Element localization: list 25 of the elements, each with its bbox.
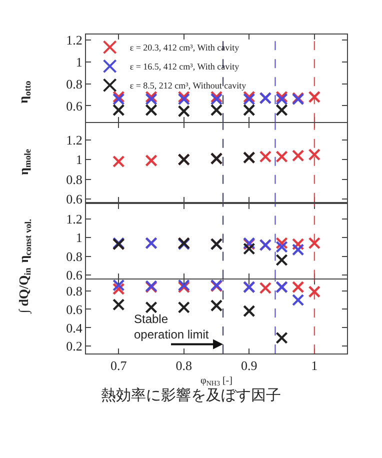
legend-label: ε = 8.5, 212 cm³, Without cavity xyxy=(130,80,247,91)
x-tick-label: 0.9 xyxy=(241,358,258,374)
legend-label: ε = 16.5, 412 cm³, With cavity xyxy=(130,62,240,72)
y-tick-label: 1.2 xyxy=(66,32,82,48)
y-tick-label: 0.8 xyxy=(66,248,82,264)
y-tick-label: 1 xyxy=(76,152,82,168)
y-tick-label: 0.2 xyxy=(66,338,82,354)
y-tick-label: 0.6 xyxy=(66,302,83,317)
y-tick-label: 0.6 xyxy=(66,191,83,206)
y-tick-label: 0.8 xyxy=(66,172,82,187)
y-tick-label: 1.2 xyxy=(66,211,82,226)
y-tick-label: 1 xyxy=(76,54,82,70)
x-tick-label: 1 xyxy=(311,358,318,374)
annotation: Stable operation limit xyxy=(134,312,210,342)
x-tick-label: 0.8 xyxy=(176,358,192,374)
y-tick-label: 0.6 xyxy=(66,98,83,114)
text: 熱効率に影響を及ぼす因子 xyxy=(101,386,281,404)
y-tick-label: 1.2 xyxy=(66,132,82,148)
y-tick-label: 1 xyxy=(76,230,82,246)
y-tick-label: 0.4 xyxy=(66,320,83,336)
x-tick-label: 0.7 xyxy=(110,358,128,374)
y-tick-label: 0.8 xyxy=(66,76,82,92)
y-tick-label: 0.6 xyxy=(66,268,83,283)
x-axis-title: φ$_{NH3}$ [-] xyxy=(200,376,232,388)
y-tick-label: 0.8 xyxy=(66,283,82,298)
